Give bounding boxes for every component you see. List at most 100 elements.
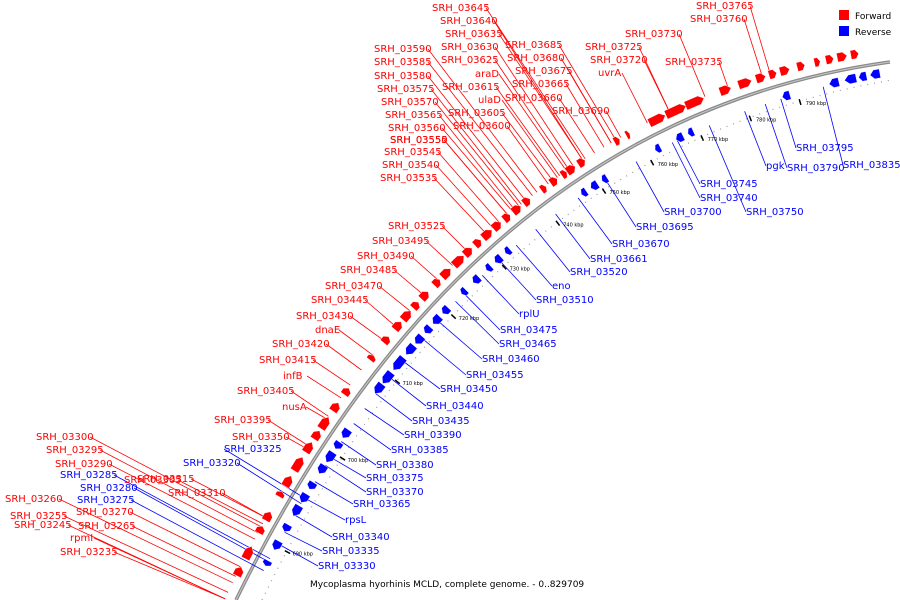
reverse-gene: [262, 558, 273, 567]
tick-mark: [339, 456, 346, 461]
forward-gene-label: rpmI: [70, 533, 93, 544]
reverse-gene-label: SRH_03440: [426, 401, 484, 412]
reverse-gene: [484, 262, 495, 273]
forward-leader-line: [501, 112, 554, 181]
reverse-gene: [828, 77, 841, 88]
reverse-gene: [675, 131, 686, 143]
forward-leader-line: [485, 7, 586, 160]
legend-forward-label: Forward: [855, 12, 891, 22]
reverse-gene-label: pgk: [766, 161, 785, 172]
reverse-gene: [441, 304, 452, 315]
forward-gene: [409, 301, 420, 312]
tick-mark: [284, 549, 291, 555]
reverse-leader-line: [401, 360, 441, 390]
forward-gene-label: SRH_03640: [440, 16, 498, 27]
reverse-gene-label: SRH_03460: [482, 354, 540, 365]
reverse-gene-label: SRH_03455: [466, 370, 524, 381]
reverse-leader-line: [463, 292, 501, 331]
reverse-leader-line: [455, 301, 500, 345]
reverse-gene: [299, 491, 311, 503]
reverse-gene: [281, 522, 293, 532]
reverse-leader-line: [236, 462, 302, 505]
forward-gene-label: SRH_03615: [442, 82, 500, 93]
reverse-leader-line: [822, 86, 844, 166]
reverse-gene-label: SRH_03325: [224, 444, 282, 455]
reverse-gene: [687, 126, 696, 138]
tick-mark: [501, 264, 507, 270]
reverse-leader-line: [676, 139, 701, 185]
forward-gene-label: SRH_03245: [14, 520, 72, 531]
forward-leader-line: [427, 48, 538, 193]
tick-label: 790 kbp: [806, 101, 826, 107]
forward-gene: [290, 456, 305, 474]
reverse-leader-line: [671, 142, 701, 199]
forward-leader-line: [506, 125, 549, 185]
reverse-gene-label: rplU: [519, 309, 540, 320]
forward-gene: [646, 113, 666, 128]
forward-leader-line: [498, 33, 584, 161]
reverse-leader-line: [364, 408, 405, 436]
reverse-leader-line: [304, 497, 346, 521]
reverse-gene-label: SRH_03335: [322, 546, 380, 557]
forward-leader-line: [493, 20, 584, 161]
reverse-leader-line: [277, 543, 319, 567]
forward-gene-label: SRH_03485: [340, 265, 398, 276]
reverse-gene-label: SRH_03661: [590, 254, 648, 265]
forward-leader-line: [743, 18, 763, 77]
forward-gene: [736, 77, 753, 90]
forward-gene-label: SRH_03675: [515, 66, 573, 77]
forward-gene: [778, 65, 790, 77]
forward-leader-line: [495, 86, 561, 177]
forward-gene-label: ulaD: [478, 95, 501, 106]
forward-gene-label: uvrA: [598, 68, 621, 79]
reverse-gene: [844, 73, 858, 85]
reverse-gene: [858, 71, 868, 82]
reverse-gene-label: SRH_03340: [332, 532, 390, 543]
forward-gene: [754, 72, 766, 84]
forward-leader-line: [290, 390, 329, 417]
forward-leader-line: [267, 419, 310, 447]
reverse-leader-line: [340, 441, 377, 466]
forward-gene-label: SRH_03760: [690, 14, 748, 25]
reverse-leader-line: [325, 464, 367, 493]
forward-gene: [824, 54, 834, 65]
forward-gene-label: araD: [475, 69, 499, 80]
reverse-leader-line: [388, 376, 427, 407]
forward-gene-label: SRH_03350: [232, 432, 290, 443]
forward-leader-line: [441, 225, 468, 252]
reverse-leader-line: [764, 103, 788, 169]
reverse-gene-label: SRH_03370: [366, 487, 424, 498]
forward-gene-label: SRH_03255: [10, 511, 68, 522]
forward-gene: [575, 157, 586, 169]
tick-label: 740 kbp: [563, 222, 583, 228]
forward-leader-line: [410, 255, 439, 281]
forward-gene: [564, 164, 576, 177]
forward-gene-label: SRH_03265: [78, 521, 136, 532]
tick-marks: 690 kbp 700 kbp 710 kbp 720 kbp 730 kbp 740 k…: [284, 98, 826, 558]
reverse-gene-label: SRH_03510: [536, 295, 594, 306]
reverse-gene-label: SRH_03835: [843, 160, 900, 171]
forward-gene: [479, 229, 493, 242]
reverse-gene: [307, 479, 318, 490]
reverse-gene-label: eno: [552, 281, 571, 292]
forward-leader-line: [99, 449, 259, 534]
forward-gene-label: SRH_03290: [55, 459, 113, 470]
reverse-gene-label: SRH_03330: [318, 561, 376, 572]
forward-gene-label: SRH_03270: [76, 507, 134, 518]
reverse-gene-label: SRH_03695: [636, 222, 694, 233]
reverse-leader-line: [130, 499, 264, 571]
forward-gene: [399, 310, 412, 324]
reverse-gene: [590, 179, 601, 191]
reverse-leader-line: [330, 456, 367, 479]
tick-mark: [394, 379, 401, 385]
forward-leader-line: [338, 329, 374, 356]
reverse-gene-label: SRH_03385: [391, 445, 449, 456]
forward-leader-line: [129, 511, 241, 568]
reverse-gene-label: rpsL: [345, 515, 367, 526]
tick-label: 750 kbp: [610, 190, 630, 196]
forward-gene: [254, 525, 266, 536]
forward-gene-label: SRH_03600: [453, 121, 511, 132]
forward-gene-label: SRH_03445: [311, 295, 369, 306]
reverse-gene-label: SRH_03475: [500, 325, 558, 336]
reverse-gene: [503, 245, 514, 256]
